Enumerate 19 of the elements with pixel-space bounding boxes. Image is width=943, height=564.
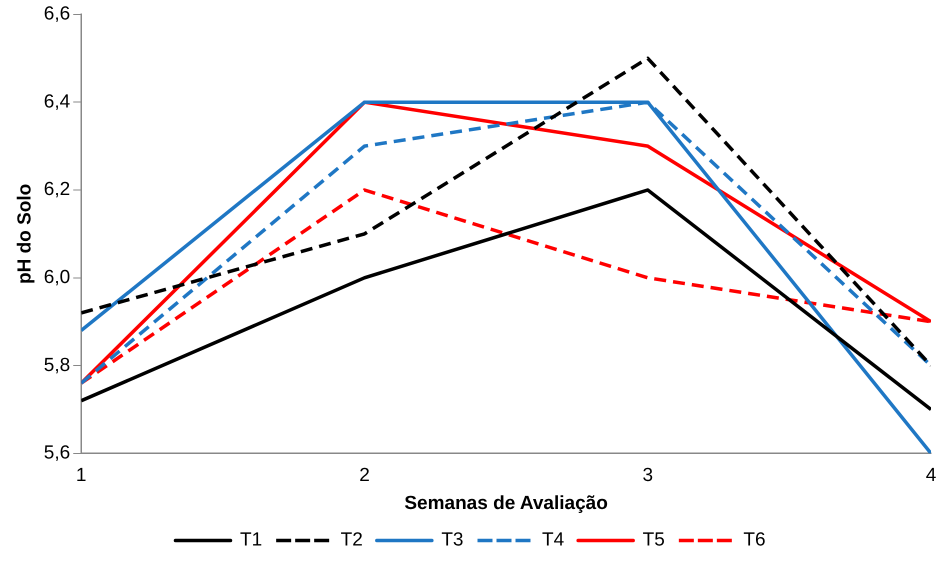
legend-label: T5	[642, 530, 665, 551]
x-tick-label: 2	[359, 465, 370, 486]
x-tick-label: 4	[926, 465, 937, 486]
x-tick-label: 1	[76, 465, 86, 486]
y-tick-label: 6,2	[44, 179, 70, 200]
y-tick-label: 5,8	[44, 354, 70, 376]
y-tick-label: 6,0	[44, 267, 70, 288]
legend-label: T6	[743, 530, 766, 551]
legend-label: T2	[340, 530, 363, 551]
line-series	[81, 56, 931, 368]
y-tick-label: 6,4	[44, 91, 71, 112]
legend-label: T4	[542, 530, 565, 551]
y-axis-title: pH do Solo	[14, 184, 36, 284]
x-tick-label: 3	[642, 465, 654, 486]
y-tick-label: 6,6	[44, 4, 70, 25]
y-tick-label: 5,6	[44, 442, 70, 464]
legend-label: T3	[441, 530, 464, 551]
x-axis-title: Semanas de Avaliação	[404, 492, 608, 514]
legend-label: T1	[240, 530, 262, 551]
